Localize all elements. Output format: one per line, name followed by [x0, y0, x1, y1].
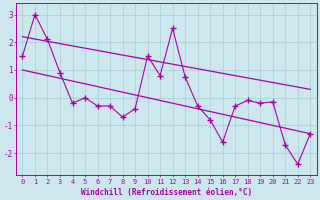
X-axis label: Windchill (Refroidissement éolien,°C): Windchill (Refroidissement éolien,°C)	[81, 188, 252, 197]
